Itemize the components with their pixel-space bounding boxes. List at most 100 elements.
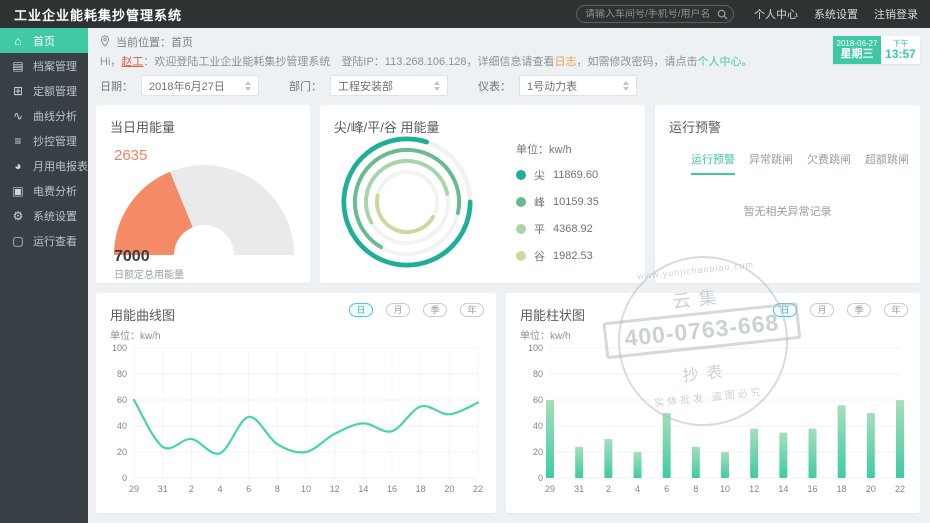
svg-text:40: 40 bbox=[117, 421, 127, 431]
sidebar-item-4[interactable]: ≡ 抄控管理 bbox=[0, 128, 88, 153]
svg-text:22: 22 bbox=[473, 484, 483, 494]
personal-center-link[interactable]: 个人中心 bbox=[697, 56, 742, 68]
line-period-quarter[interactable]: 季 bbox=[423, 303, 447, 317]
svg-text:0: 0 bbox=[122, 473, 127, 483]
legend-item-2: 平 4368.92 bbox=[516, 221, 599, 237]
svg-text:20: 20 bbox=[866, 484, 876, 494]
gauge-max-value: 7000 bbox=[114, 248, 150, 265]
meter-control-icon: ≡ bbox=[14, 133, 22, 148]
log-link[interactable]: 日志 bbox=[554, 56, 577, 68]
sidebar-item-label: 首页 bbox=[33, 35, 55, 48]
link-personal-center[interactable]: 个人中心 bbox=[754, 9, 798, 21]
sidebar-item-label: 定额管理 bbox=[33, 85, 77, 98]
line-period-buttons: 日月季年 bbox=[349, 303, 484, 317]
warning-tab-2[interactable]: 欠费跳闸 bbox=[807, 154, 851, 166]
svg-text:31: 31 bbox=[574, 484, 584, 494]
svg-text:10: 10 bbox=[720, 484, 730, 494]
sidebar-item-5[interactable]: ◕ 月用电报表 bbox=[0, 153, 88, 178]
legend-dot bbox=[516, 197, 526, 207]
sidebar-item-label: 电费分析 bbox=[33, 185, 77, 198]
svg-text:2: 2 bbox=[189, 484, 194, 494]
filter-department-label: 部门： bbox=[289, 80, 322, 93]
warning-tab-0[interactable]: 运行预警 bbox=[691, 151, 735, 175]
top-links: 个人中心 系统设置 注销登录 bbox=[754, 6, 918, 22]
panel-bar-title: 用能柱状图 bbox=[520, 308, 586, 323]
svg-text:22: 22 bbox=[895, 484, 905, 494]
sidebar-item-2[interactable]: ⊞ 定额管理 bbox=[0, 78, 88, 103]
svg-text:8: 8 bbox=[275, 484, 280, 494]
search-input[interactable] bbox=[585, 8, 717, 20]
filter-date-label: 日期： bbox=[100, 80, 133, 93]
search-icon[interactable] bbox=[717, 9, 728, 20]
legend-name: 平 bbox=[534, 224, 545, 236]
sidebar-item-0[interactable]: ⌂ 首页 bbox=[0, 28, 88, 53]
warning-tab-1[interactable]: 异常跳闸 bbox=[749, 154, 793, 166]
line-period-year[interactable]: 年 bbox=[460, 303, 484, 317]
sidebar-item-label: 月用电报表 bbox=[33, 160, 88, 173]
svg-text:16: 16 bbox=[387, 484, 397, 494]
svg-text:20: 20 bbox=[117, 447, 127, 457]
date-value: 2018-06-27 bbox=[836, 39, 878, 48]
line-period-day[interactable]: 日 bbox=[349, 303, 373, 317]
svg-text:31: 31 bbox=[158, 484, 168, 494]
warning-tab-3[interactable]: 超额跳闸 bbox=[865, 154, 909, 166]
bar-period-quarter[interactable]: 季 bbox=[847, 303, 871, 317]
operation-view-icon: ▢ bbox=[12, 233, 24, 248]
user-name-link[interactable]: 赵工 bbox=[121, 56, 144, 68]
sidebar-item-label: 运行查看 bbox=[33, 235, 77, 248]
app-title: 工业企业能耗集抄管理系统 bbox=[14, 7, 183, 23]
panel-operation-warning: 运行预警 运行预警 异常跳闸 欠费跳闸 超额跳闸 暂无相关异常记录 bbox=[655, 105, 920, 283]
legend-name: 峰 bbox=[534, 197, 545, 209]
time-value: 13:57 bbox=[885, 47, 916, 61]
bar-period-year[interactable]: 年 bbox=[884, 303, 908, 317]
stepper-icon[interactable] bbox=[623, 80, 629, 91]
weekday-value: 星期三 bbox=[840, 48, 874, 60]
legend-item-3: 谷 1982.53 bbox=[516, 248, 599, 264]
legend-value: 1982.53 bbox=[553, 250, 593, 262]
gear-icon: ⚙ bbox=[12, 208, 24, 223]
meter-select[interactable]: 1号动力表 bbox=[519, 75, 637, 96]
panel-energy-bars: 用能柱状图 日月季年 单位：kw/h 0 20 40 60 80 100 29 31 2 4 6 8 1… bbox=[506, 293, 920, 513]
datetime-widget: 2018-06-27 星期三 下午 13:57 bbox=[833, 36, 920, 64]
panel-energy-curve: 用能曲线图 日月季年 单位：kw/h 0 20 40 60 80 100 29 31 2 4 6 8 1… bbox=[96, 293, 496, 513]
date-select[interactable]: 2018年6月27日 bbox=[141, 75, 259, 96]
filter-bar: 日期： 2018年6月27日 部门： 工程安装部 仪表： 1号动力表 bbox=[100, 75, 637, 96]
svg-text:4: 4 bbox=[635, 484, 640, 494]
stepper-icon[interactable] bbox=[245, 80, 251, 91]
bar-period-day[interactable]: 日 bbox=[773, 303, 797, 317]
link-system-settings[interactable]: 系统设置 bbox=[814, 9, 858, 21]
panel-daily-energy: 当日用能量 2635 7000 日额定总用能量 bbox=[96, 105, 310, 283]
gauge-chart bbox=[114, 165, 294, 255]
svg-text:18: 18 bbox=[416, 484, 426, 494]
department-select-value: 工程安装部 bbox=[338, 80, 393, 93]
department-select[interactable]: 工程安装部 bbox=[330, 75, 448, 96]
svg-text:14: 14 bbox=[778, 484, 788, 494]
panel-daily-energy-title: 当日用能量 bbox=[110, 120, 176, 135]
quota-icon: ⊞ bbox=[12, 83, 24, 98]
welcome-prefix: Hi， bbox=[100, 56, 122, 68]
sidebar-item-8[interactable]: ▢ 运行查看 bbox=[0, 228, 88, 253]
sidebar-item-1[interactable]: ▤ 档案管理 bbox=[0, 53, 88, 78]
link-logout[interactable]: 注销登录 bbox=[874, 9, 918, 21]
panel-peak-valley-energy: 尖/峰/平/谷 用能量 单位：kw/h 尖 11869.60 峰 10159.35 平 4… bbox=[320, 105, 645, 283]
welcome-mid2: ，如需修改密码，请点击 bbox=[576, 56, 698, 68]
stepper-icon[interactable] bbox=[434, 80, 440, 91]
sidebar-item-3[interactable]: ∿ 曲线分析 bbox=[0, 103, 88, 128]
legend-dot bbox=[516, 224, 526, 234]
bar-period-month[interactable]: 月 bbox=[810, 303, 834, 317]
warning-tabs: 运行预警 异常跳闸 欠费跳闸 超额跳闸 bbox=[691, 151, 909, 175]
legend-dot bbox=[516, 251, 526, 261]
search-box[interactable] bbox=[576, 5, 734, 23]
line-chart: 0 20 40 60 80 100 29 31 2 4 6 8 10 12 14 16 18 20 22 bbox=[112, 343, 483, 494]
svg-text:60: 60 bbox=[117, 395, 127, 405]
svg-text:14: 14 bbox=[358, 484, 368, 494]
sidebar-item-7[interactable]: ⚙ 系统设置 bbox=[0, 203, 88, 228]
sidebar-item-6[interactable]: ▣ 电费分析 bbox=[0, 178, 88, 203]
filter-meter-label: 仪表： bbox=[478, 80, 511, 93]
sidebar: ⌂ 首页 ▤ 档案管理 ⊞ 定额管理 ∿ 曲线分析 ≡ 抄控管理 ◕ 月用电报表 ▣ 电费分析 ⚙ 系统设置 ▢… bbox=[0, 28, 88, 523]
line-period-month[interactable]: 月 bbox=[386, 303, 410, 317]
unit-label: 单位：kw/h bbox=[516, 144, 572, 156]
svg-text:80: 80 bbox=[533, 369, 543, 379]
svg-text:20: 20 bbox=[444, 484, 454, 494]
